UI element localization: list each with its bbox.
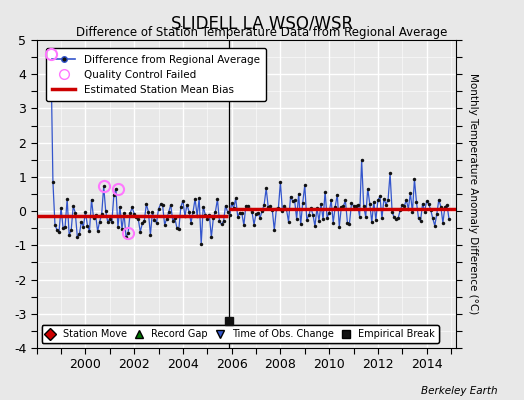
Text: Difference of Station Temperature Data from Regional Average: Difference of Station Temperature Data f… [77,26,447,39]
Y-axis label: Monthly Temperature Anomaly Difference (°C): Monthly Temperature Anomaly Difference (… [468,73,478,315]
Text: SLIDELL LA WSO/WSR: SLIDELL LA WSO/WSR [171,14,353,32]
Text: Berkeley Earth: Berkeley Earth [421,386,498,396]
Legend: Station Move, Record Gap, Time of Obs. Change, Empirical Break: Station Move, Record Gap, Time of Obs. C… [41,325,439,343]
